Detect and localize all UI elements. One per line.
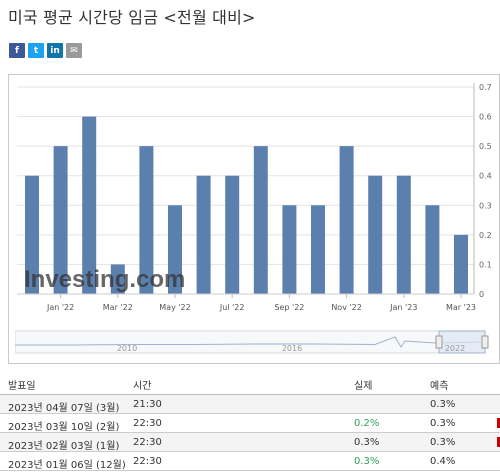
row-forecast: 0.3%: [430, 418, 456, 429]
bar: [139, 146, 154, 294]
x-tick-label: Mar '22: [103, 303, 133, 312]
status-marker: [497, 437, 500, 447]
bar: [368, 175, 383, 294]
bar: [82, 116, 97, 294]
y-tick-label: 0.7: [479, 83, 492, 92]
header-forecast: 예측: [430, 381, 449, 392]
facebook-icon[interactable]: f: [9, 43, 25, 58]
x-tick-label: Jan '23: [389, 303, 417, 312]
header-actual: 실제: [354, 381, 373, 392]
table-row: 2023년 02월 03일 (1월) 22:30 0.3% 0.3%: [0, 433, 500, 452]
y-tick-label: 0.2: [479, 231, 492, 240]
bar: [25, 175, 39, 294]
y-tick-label: 0.4: [479, 172, 492, 181]
bar: [339, 146, 354, 294]
chart-container: 0 0.1 0.2 0.3 0.4 0.5 0.6 0.7 Investing.com Jan '…: [8, 74, 500, 364]
bar: [454, 234, 468, 294]
row-forecast: 0.4%: [430, 456, 456, 467]
bar: [110, 264, 125, 294]
row-time: 22:30: [133, 418, 162, 429]
share-bar: f t in ✉: [9, 43, 82, 58]
bar: [225, 175, 240, 294]
table-row: 2023년 01월 06일 (12월) 22:30 0.3% 0.4%: [0, 452, 500, 471]
bar: [168, 205, 182, 294]
x-tick-label: May '22: [159, 303, 190, 312]
y-tick-label: 0.1: [479, 260, 492, 269]
bar: [282, 205, 297, 294]
x-tick-label: Jan '22: [46, 303, 74, 312]
bar: [311, 205, 325, 294]
row-date: 2023년 04월 07일 (3월): [8, 403, 120, 414]
status-marker: [497, 418, 500, 428]
row-date: 2023년 02월 03일 (1월): [8, 441, 120, 452]
y-tick-label: 0.6: [479, 113, 492, 122]
linkedin-icon[interactable]: in: [47, 43, 63, 58]
history-table: 발표일 시간 실제 예측 2023년 04월 07일 (3월) 21:30 0.…: [0, 373, 500, 471]
row-date: 2023년 01월 06일 (12월): [8, 460, 126, 471]
header-date: 발표일: [8, 381, 36, 392]
row-actual: 0.2%: [354, 418, 380, 429]
row-time: 22:30: [133, 456, 162, 467]
row-actual: 0.3%: [354, 437, 380, 448]
email-icon[interactable]: ✉: [66, 43, 82, 58]
y-tick-label: 0.3: [479, 201, 492, 210]
y-tick-label: 0.5: [479, 142, 492, 151]
navigator-handle-left[interactable]: [435, 335, 443, 349]
x-tick-label: Mar '23: [446, 303, 476, 312]
bar: [196, 175, 211, 294]
table-header: 발표일 시간 실제 예측: [0, 373, 500, 395]
x-tick-label: Sep '22: [274, 303, 304, 312]
row-forecast: 0.3%: [430, 399, 456, 410]
row-time: 22:30: [133, 437, 162, 448]
row-forecast: 0.3%: [430, 437, 456, 448]
y-tick-label: 0: [479, 290, 484, 299]
twitter-icon[interactable]: t: [28, 43, 44, 58]
navigator-year-label: 2016: [282, 344, 302, 353]
navigator-year-label: 2010: [117, 344, 137, 353]
row-time: 21:30: [133, 399, 162, 410]
navigator-year-label: 2022: [445, 344, 465, 353]
row-actual: 0.3%: [354, 456, 380, 467]
bar: [425, 205, 440, 294]
row-date: 2023년 03월 10일 (2월): [8, 422, 120, 433]
bar-chart: 0 0.1 0.2 0.3 0.4 0.5 0.6 0.7 Investing.com Jan '…: [17, 83, 492, 312]
range-navigator[interactable]: 2010 2016 2022: [15, 327, 495, 357]
bar: [253, 146, 268, 294]
bar: [396, 175, 411, 294]
watermark-logo: Investing.com: [24, 266, 185, 293]
navigator-handle-right[interactable]: [481, 335, 489, 349]
header-time: 시간: [133, 381, 152, 392]
bar: [53, 146, 68, 294]
x-tick-label: Nov '22: [331, 303, 362, 312]
table-row: 2023년 03월 10일 (2월) 22:30 0.2% 0.3%: [0, 414, 500, 433]
page-title: 미국 평균 시간당 임금 <전월 대비>: [8, 8, 256, 27]
navigator-series: [15, 336, 486, 348]
table-row: 2023년 04월 07일 (3월) 21:30 0.3%: [0, 395, 500, 414]
x-tick-label: Jul '22: [219, 303, 245, 312]
